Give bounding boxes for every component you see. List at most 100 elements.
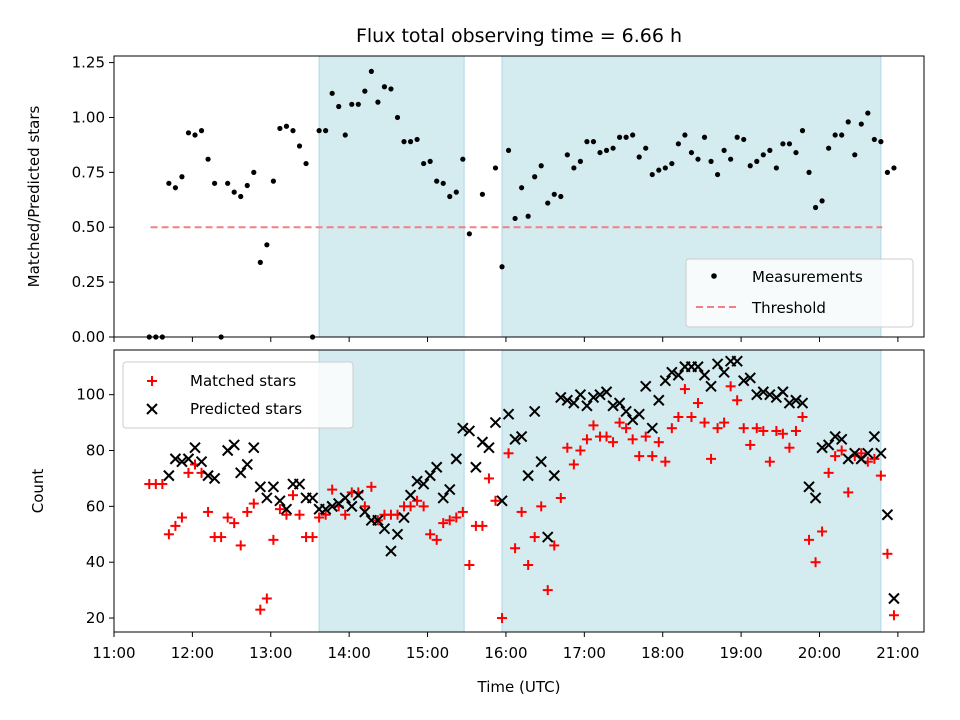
- predicted-star-point: [829, 430, 841, 443]
- predicted-star-point: [835, 433, 848, 446]
- measurement-point: [447, 193, 453, 200]
- predicted-star-point: [875, 447, 887, 460]
- x-stroke: [829, 430, 841, 443]
- x-stroke: [692, 361, 704, 373]
- x-tick-label: 12:00: [171, 644, 214, 662]
- predicted-star-point: [235, 467, 247, 479]
- predicted-star-point: [444, 483, 456, 496]
- x-stroke: [339, 492, 351, 504]
- predicted-star-point: [411, 475, 423, 487]
- predicted-star-point: [182, 453, 195, 465]
- predicted-star-point: [561, 394, 574, 406]
- x-stroke: [640, 380, 652, 393]
- predicted-star-point: [489, 416, 502, 429]
- measurement-point: [865, 110, 871, 116]
- x-stroke: [437, 492, 449, 504]
- measurement-point: [649, 171, 655, 178]
- count-x-axis: 11:00 12:00 13:00 14:00 15:00 16:00 17:00 18:00…: [92, 632, 919, 662]
- y-tick-label: 0.25: [72, 273, 105, 291]
- matched-star-point: [536, 501, 547, 512]
- measurement-point: [682, 132, 688, 138]
- matched-star-point: [216, 532, 227, 543]
- ratio-x-ticks: [113, 337, 899, 342]
- x-tick-label: 18:00: [641, 644, 684, 662]
- x-stroke: [146, 403, 158, 415]
- predicted-star-point: [640, 380, 652, 393]
- y-tick-label: 100: [76, 386, 105, 404]
- measurement-point: [701, 134, 708, 140]
- matched-star-point: [248, 498, 259, 509]
- x-stroke: [666, 366, 678, 379]
- matched-star-point: [157, 479, 168, 490]
- x-stroke: [417, 478, 430, 490]
- predicted-star-point: [326, 500, 338, 513]
- predicted-star-points: [163, 355, 900, 605]
- ratio-legend-box: [685, 258, 914, 328]
- predicted-star-point: [509, 433, 521, 446]
- measurement-point: [852, 152, 858, 158]
- x-stroke: [705, 380, 717, 393]
- predicted-star-point: [202, 469, 214, 482]
- measurement-point: [505, 147, 512, 153]
- measurement-point: [316, 128, 322, 134]
- matched-star-point: [497, 613, 508, 624]
- x-stroke: [783, 397, 796, 409]
- predicted-star-point: [738, 375, 750, 387]
- observing-window: [501, 349, 882, 633]
- x-stroke: [633, 408, 645, 420]
- measurement-point: [394, 114, 401, 121]
- matched-star-point: [843, 487, 854, 498]
- predicted-star-point: [169, 453, 182, 465]
- predicted-star-point: [653, 394, 665, 406]
- predicted-star-point: [809, 492, 822, 504]
- x-stroke: [698, 369, 711, 381]
- measurement-point: [597, 149, 603, 156]
- matched-star-point: [732, 395, 743, 406]
- predicted-star-point: [659, 375, 672, 387]
- measurement-point: [205, 156, 211, 162]
- x-stroke: [594, 388, 606, 401]
- predicted-star-point: [822, 439, 835, 451]
- matched-star-point: [255, 604, 266, 615]
- measurement-point: [636, 154, 642, 160]
- measurement-point: [623, 134, 629, 140]
- x-stroke: [359, 506, 371, 518]
- measurement-point: [884, 169, 891, 175]
- matched-star-point: [751, 423, 762, 434]
- matched-star-point: [242, 506, 253, 517]
- x-stroke: [326, 500, 338, 513]
- measurement-point: [780, 141, 786, 147]
- matched-star-point: [183, 467, 194, 478]
- predicted-star-point: [450, 453, 462, 465]
- matched-star-point: [836, 445, 847, 456]
- x-stroke: [195, 455, 208, 468]
- predicted-star-point: [881, 509, 894, 521]
- measurement-point: [362, 88, 368, 94]
- matched-star-point: [549, 540, 560, 551]
- measurement-point: [610, 145, 616, 151]
- predicted-star-point: [613, 397, 626, 409]
- x-stroke: [444, 483, 456, 496]
- matched-star-point: [764, 456, 775, 467]
- y-tick-label: 40: [86, 553, 105, 571]
- measurement-point: [584, 139, 590, 145]
- predicted-star-point: [267, 481, 280, 493]
- measurement-point: [303, 160, 309, 167]
- predicted-star-point: [646, 422, 658, 434]
- x-stroke: [620, 405, 632, 418]
- matched-star-point: [725, 381, 736, 392]
- measurement-point: [656, 167, 662, 173]
- x-stroke: [659, 375, 672, 387]
- matched-star-point: [804, 534, 815, 545]
- x-tick-label: 11:00: [92, 644, 135, 662]
- x-stroke: [430, 461, 443, 473]
- predicted-star-point: [568, 397, 580, 409]
- predicted-star-point: [868, 430, 881, 443]
- matched-star-point: [516, 506, 527, 517]
- measurement-point: [695, 156, 701, 162]
- legend-threshold-label: Threshold: [751, 299, 826, 317]
- measurement-point: [244, 182, 250, 189]
- y-tick-label: 0.00: [72, 328, 105, 346]
- matched-star-point: [699, 417, 710, 428]
- x-axis-label: Time (UTC): [477, 678, 561, 696]
